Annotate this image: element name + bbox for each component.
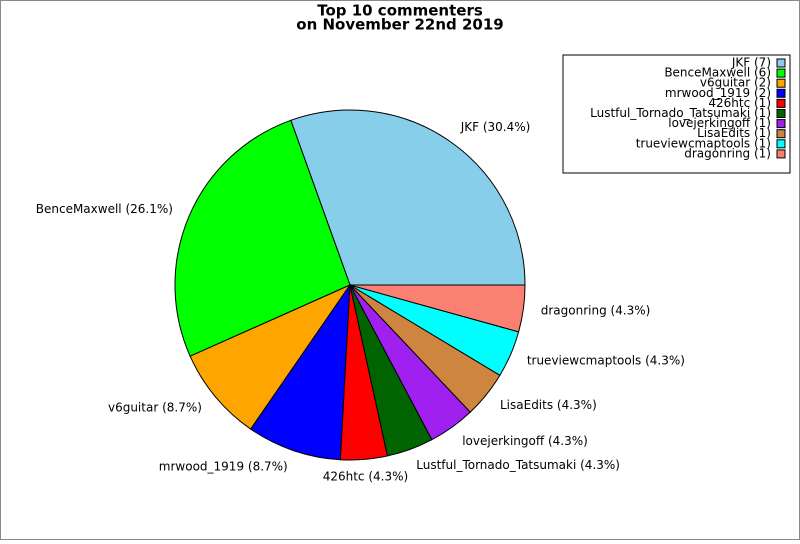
legend-swatch bbox=[776, 68, 786, 78]
legend-label: v6guitar (2) bbox=[700, 76, 771, 90]
legend-swatch bbox=[776, 149, 786, 159]
legend-swatch bbox=[776, 78, 786, 88]
legend-label: BenceMaxwell (6) bbox=[664, 66, 771, 80]
chart-title: on November 22nd 2019 bbox=[296, 16, 503, 34]
slice-label: JKF (30.4%) bbox=[460, 120, 531, 134]
legend-swatch bbox=[776, 58, 786, 68]
legend-label: lovejerkingoff (1) bbox=[668, 116, 771, 130]
legend-label: Lustful_Tornado_Tatsumaki (1) bbox=[590, 106, 771, 120]
legend-label: dragonring (1) bbox=[684, 146, 771, 160]
slice-label: lovejerkingoff (4.3%) bbox=[462, 434, 588, 448]
slice-label: Lustful_Tornado_Tatsumaki (4.3%) bbox=[416, 458, 620, 472]
legend-swatch bbox=[776, 129, 786, 139]
pie-slice bbox=[174, 119, 351, 357]
legend-label: LisaEdits (1) bbox=[697, 126, 771, 140]
pie-slice bbox=[290, 109, 526, 286]
slice-label: 426htc (4.3%) bbox=[323, 469, 408, 483]
legend-swatch bbox=[776, 119, 786, 129]
legend-label: mrwood_1919 (2) bbox=[665, 86, 771, 100]
legend-label: 426htc (1) bbox=[708, 96, 771, 110]
pie-slice bbox=[189, 283, 352, 430]
chart-title: Top 10 commenters bbox=[317, 2, 483, 20]
pie-slice bbox=[249, 283, 351, 461]
legend-swatch bbox=[776, 139, 786, 149]
legend-swatch bbox=[776, 109, 786, 118]
slice-label: dragonring (4.3%) bbox=[541, 304, 651, 318]
legend-swatch bbox=[776, 88, 786, 98]
legend-swatch bbox=[776, 98, 786, 108]
pie-slice bbox=[349, 284, 526, 333]
legend-label: trueviewcmaptools (1) bbox=[636, 136, 771, 150]
slice-label: LisaEdits (4.3%) bbox=[500, 398, 597, 412]
slice-label: mrwood_1919 (8.7%) bbox=[159, 460, 288, 474]
slice-label: v6guitar (8.7%) bbox=[108, 401, 202, 415]
slice-label: BenceMaxwell (26.1%) bbox=[36, 202, 173, 216]
legend-box bbox=[562, 54, 791, 174]
legend-label: JKF (7) bbox=[731, 56, 771, 70]
slice-label: trueviewcmaptools (4.3%) bbox=[527, 354, 685, 368]
